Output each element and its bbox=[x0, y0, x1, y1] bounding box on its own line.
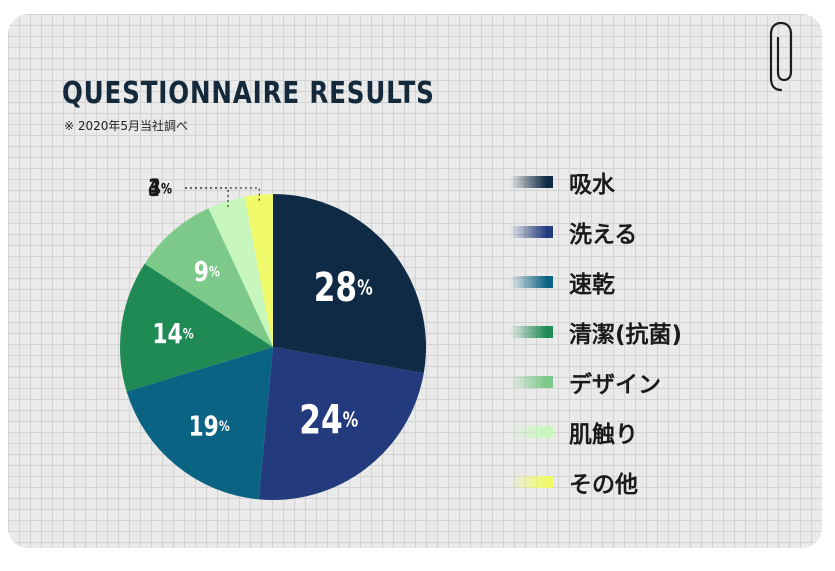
legend-label: 清潔(抗菌) bbox=[569, 322, 683, 348]
leader-line bbox=[182, 187, 229, 208]
legend-label: 吸水 bbox=[569, 172, 615, 198]
legend-label: 肌触り bbox=[569, 422, 638, 448]
legend-swatch bbox=[510, 176, 553, 188]
legend-item: 肌触り bbox=[510, 417, 638, 448]
paperclip-icon bbox=[769, 21, 793, 92]
data-label: 4% bbox=[148, 174, 172, 202]
data-label: 28% bbox=[314, 265, 373, 311]
legend-swatch bbox=[510, 226, 553, 238]
legend-swatch bbox=[510, 476, 553, 488]
legend-swatch bbox=[510, 426, 553, 438]
legend-item: 洗える bbox=[510, 217, 638, 248]
legend-swatch bbox=[510, 326, 553, 338]
pie-slice bbox=[258, 347, 424, 500]
legend-swatch bbox=[510, 276, 553, 288]
legend-swatch bbox=[510, 376, 553, 388]
legend-label: デザイン bbox=[569, 372, 661, 398]
legend-label: 速乾 bbox=[569, 272, 615, 298]
data-label: 24% bbox=[299, 397, 358, 443]
data-label: 3% bbox=[148, 174, 172, 202]
questionnaire-card: QUESTIONNAIRE RESULTS ※ 2020年5月当社調べ bbox=[8, 14, 822, 548]
legend-label: 洗える bbox=[569, 222, 638, 248]
survey-note: ※ 2020年5月当社調べ bbox=[64, 119, 189, 133]
legend-item: デザイン bbox=[510, 367, 661, 398]
legend-label: その他 bbox=[569, 472, 638, 498]
pie-slice bbox=[208, 196, 273, 347]
pie-slice bbox=[120, 263, 273, 392]
pie-slice bbox=[144, 208, 273, 347]
pie-slice bbox=[126, 347, 273, 500]
pie-slice bbox=[244, 194, 273, 347]
data-label: 19% bbox=[189, 409, 231, 441]
legend-item: 清潔(抗菌) bbox=[510, 317, 683, 348]
legend-item: その他 bbox=[510, 467, 638, 498]
legend-item: 速乾 bbox=[510, 267, 615, 298]
data-label: 9% bbox=[194, 255, 221, 287]
pie-slice bbox=[273, 194, 426, 374]
chart-title: QUESTIONNAIRE RESULTS bbox=[62, 76, 435, 111]
data-label: 14% bbox=[152, 317, 194, 349]
legend-item: 吸水 bbox=[510, 167, 615, 198]
